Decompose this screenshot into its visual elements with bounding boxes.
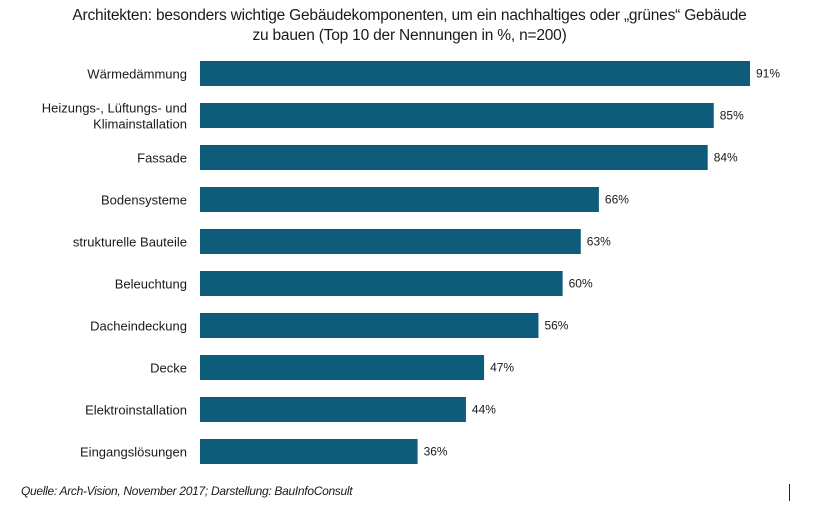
bar — [200, 439, 418, 464]
category-label: Elektroinstallation — [85, 403, 187, 418]
chart-title-line-2: zu bauen (Top 10 der Nennungen in %, n=2… — [252, 27, 567, 44]
category-label: Beleuchtung — [115, 277, 187, 292]
bar — [200, 61, 750, 86]
category-label-line: Bodensysteme — [101, 193, 187, 208]
chart-title-line-1: Architekten: besonders wichtige Gebäudek… — [72, 7, 747, 24]
category-label-line: Beleuchtung — [115, 277, 187, 292]
bar — [200, 103, 714, 128]
bar — [200, 313, 539, 338]
category-label-line: Decke — [150, 361, 187, 376]
category-label: strukturelle Bauteile — [73, 235, 187, 250]
category-label: Eingangslösungen — [80, 445, 187, 460]
value-label: 84% — [714, 151, 738, 165]
bar — [200, 271, 563, 296]
category-label-line: Heizungs-, Lüftungs- und — [42, 101, 187, 116]
chart-title: Architekten: besonders wichtige Gebäudek… — [0, 6, 819, 46]
category-label-line: Elektroinstallation — [85, 403, 187, 418]
value-label: 91% — [756, 67, 780, 81]
value-label: 85% — [720, 109, 744, 123]
category-label-line: strukturelle Bauteile — [73, 235, 187, 250]
bar — [200, 145, 708, 170]
category-label-line: Klimainstallation — [93, 117, 187, 132]
category-label: Decke — [150, 361, 187, 376]
category-label-line: Wärmedämmung — [87, 67, 187, 82]
value-label: 66% — [605, 193, 629, 207]
text-cursor — [789, 484, 790, 501]
category-label: Bodensysteme — [101, 193, 187, 208]
source-note: Quelle: Arch-Vision, November 2017; Dars… — [21, 484, 353, 498]
category-label: Heizungs-, Lüftungs- und Klimainstallatio… — [42, 101, 187, 132]
bar — [200, 229, 581, 254]
category-label-line: Fassade — [137, 151, 187, 166]
value-label: 63% — [587, 235, 611, 249]
value-label: 44% — [472, 403, 496, 417]
value-label: 47% — [490, 361, 514, 375]
category-label: Dacheindeckung — [90, 319, 187, 334]
value-label: 36% — [424, 445, 448, 459]
category-label-line: Eingangslösungen — [80, 445, 187, 460]
bar-chart: 91% Wärmedämmung 85% Heizungs-, Lüftungs- u… — [42, 61, 780, 464]
category-label: Fassade — [137, 151, 187, 166]
bar — [200, 355, 485, 380]
bar — [200, 187, 599, 212]
category-label: Wärmedämmung — [87, 67, 187, 82]
value-label: 56% — [544, 319, 568, 333]
value-label: 60% — [569, 277, 593, 291]
category-label-line: Dacheindeckung — [90, 319, 187, 334]
bar — [200, 397, 466, 422]
